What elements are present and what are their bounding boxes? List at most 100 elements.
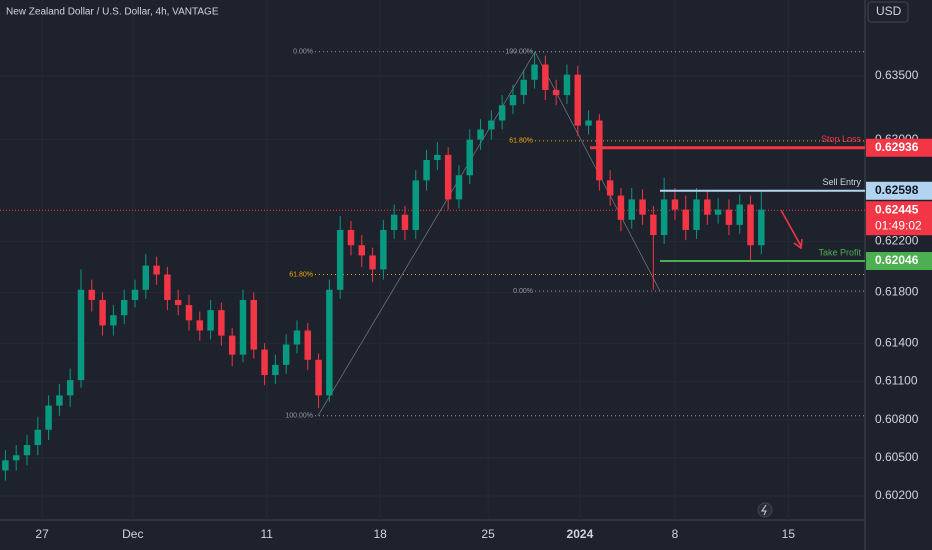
candle-body bbox=[174, 299, 182, 306]
candle-body bbox=[164, 274, 171, 300]
price-badge-label: 0.62598 bbox=[875, 183, 919, 197]
countdown-label: 01:49:02 bbox=[875, 218, 922, 232]
candle-body bbox=[682, 209, 689, 230]
price-badge-label: 0.62046 bbox=[875, 253, 919, 267]
candle-body bbox=[131, 289, 139, 300]
candle-body bbox=[488, 120, 495, 130]
plot: 0.635000.630000.622000.618000.614000.611… bbox=[0, 48, 919, 542]
candle-body bbox=[466, 139, 473, 176]
candle-body bbox=[434, 154, 441, 160]
candle-body bbox=[218, 310, 225, 336]
candle-body bbox=[304, 330, 312, 360]
currency-label: USD bbox=[876, 4, 902, 18]
fib-label: 0.00% bbox=[513, 288, 533, 295]
fib-trend-line bbox=[317, 51, 536, 416]
candle-body bbox=[455, 175, 463, 200]
level-name: Take Profit bbox=[818, 247, 861, 257]
candle-body bbox=[736, 204, 743, 225]
candle-body bbox=[196, 320, 204, 331]
replay-icon[interactable] bbox=[757, 502, 773, 518]
candle-body bbox=[34, 429, 42, 446]
candle-body bbox=[639, 199, 646, 215]
fib-label: 100.00% bbox=[505, 49, 533, 56]
candle-body bbox=[574, 74, 581, 126]
candle-body bbox=[282, 344, 290, 365]
y-tick-label: 0.61400 bbox=[875, 335, 919, 349]
candle-body bbox=[66, 380, 74, 396]
arrow-head bbox=[793, 238, 803, 250]
level-name: Sell Entry bbox=[822, 177, 861, 187]
y-tick-label: 0.61100 bbox=[875, 374, 918, 388]
x-tick-label: 8 bbox=[672, 527, 679, 541]
candle-body bbox=[477, 129, 484, 140]
candle-body bbox=[660, 199, 668, 236]
x-tick-label: 25 bbox=[481, 527, 495, 541]
y-tick-label: 0.60800 bbox=[875, 412, 919, 426]
fib-label: 100.00% bbox=[285, 413, 313, 420]
y-tick-label: 0.62200 bbox=[875, 234, 919, 248]
candle-body bbox=[606, 180, 614, 196]
candle-body bbox=[12, 455, 20, 461]
candle-body bbox=[509, 95, 517, 106]
price-badge bbox=[866, 181, 932, 200]
fib-label: 0.00% bbox=[293, 49, 313, 56]
candle-body bbox=[23, 445, 31, 456]
candle-body bbox=[99, 299, 106, 326]
price-badge bbox=[866, 138, 932, 157]
x-tick-label: 27 bbox=[35, 527, 49, 541]
candle-body bbox=[401, 214, 409, 230]
candle-body bbox=[358, 245, 366, 256]
x-tick-label: 15 bbox=[782, 527, 796, 541]
x-tick-label: Dec bbox=[122, 527, 143, 541]
candle-body bbox=[228, 335, 236, 355]
candle-body bbox=[714, 209, 722, 215]
candle-body bbox=[347, 229, 355, 246]
fib-label: 61.80% bbox=[509, 138, 533, 145]
y-tick-label: 0.61800 bbox=[875, 284, 919, 298]
price-badge-label: 0.62936 bbox=[875, 140, 919, 154]
candle-body bbox=[617, 195, 625, 220]
candle-body bbox=[552, 89, 560, 96]
candle-body bbox=[747, 204, 754, 246]
candle-body bbox=[444, 154, 452, 200]
last-price-badge bbox=[866, 201, 932, 236]
candle-body bbox=[45, 405, 52, 430]
y-tick-label: 0.60200 bbox=[875, 488, 919, 502]
candle-body bbox=[120, 299, 128, 316]
currency-button[interactable] bbox=[867, 1, 909, 23]
replay-icon-bolt bbox=[761, 504, 767, 516]
candle-body bbox=[336, 229, 344, 290]
candle-body bbox=[725, 209, 733, 225]
y-tick-label: 0.63500 bbox=[875, 68, 919, 82]
arrow bbox=[780, 209, 802, 247]
candle-body bbox=[261, 349, 268, 376]
candle-body bbox=[596, 120, 603, 181]
candle-body bbox=[628, 199, 635, 220]
candle-body bbox=[153, 265, 160, 275]
last-price-label: 0.62445 bbox=[875, 202, 919, 216]
candle-body bbox=[2, 460, 9, 471]
candle-body bbox=[671, 199, 679, 210]
candle-body bbox=[88, 289, 96, 300]
candle-body bbox=[369, 255, 376, 270]
level-name: Stop Loss bbox=[821, 134, 862, 144]
candle-body bbox=[326, 289, 333, 396]
price-badge bbox=[866, 252, 932, 271]
candle-body bbox=[531, 64, 538, 80]
x-tick-label: 2024 bbox=[567, 527, 594, 541]
candle-body bbox=[239, 299, 247, 355]
candle-body bbox=[293, 330, 301, 345]
candle-body bbox=[380, 229, 387, 270]
candle-body bbox=[563, 74, 571, 96]
candle-body bbox=[77, 289, 85, 381]
candle-body bbox=[704, 199, 711, 215]
candle-body bbox=[542, 64, 549, 90]
y-tick-label: 0.60500 bbox=[875, 450, 919, 464]
candle-body bbox=[110, 315, 117, 326]
candle-body bbox=[142, 265, 150, 290]
candle-body bbox=[650, 214, 657, 236]
candle-body bbox=[390, 214, 398, 230]
candle-body bbox=[250, 299, 258, 350]
chart-title: New Zealand Dollar / U.S. Dollar, 4h, VA… bbox=[6, 7, 219, 18]
